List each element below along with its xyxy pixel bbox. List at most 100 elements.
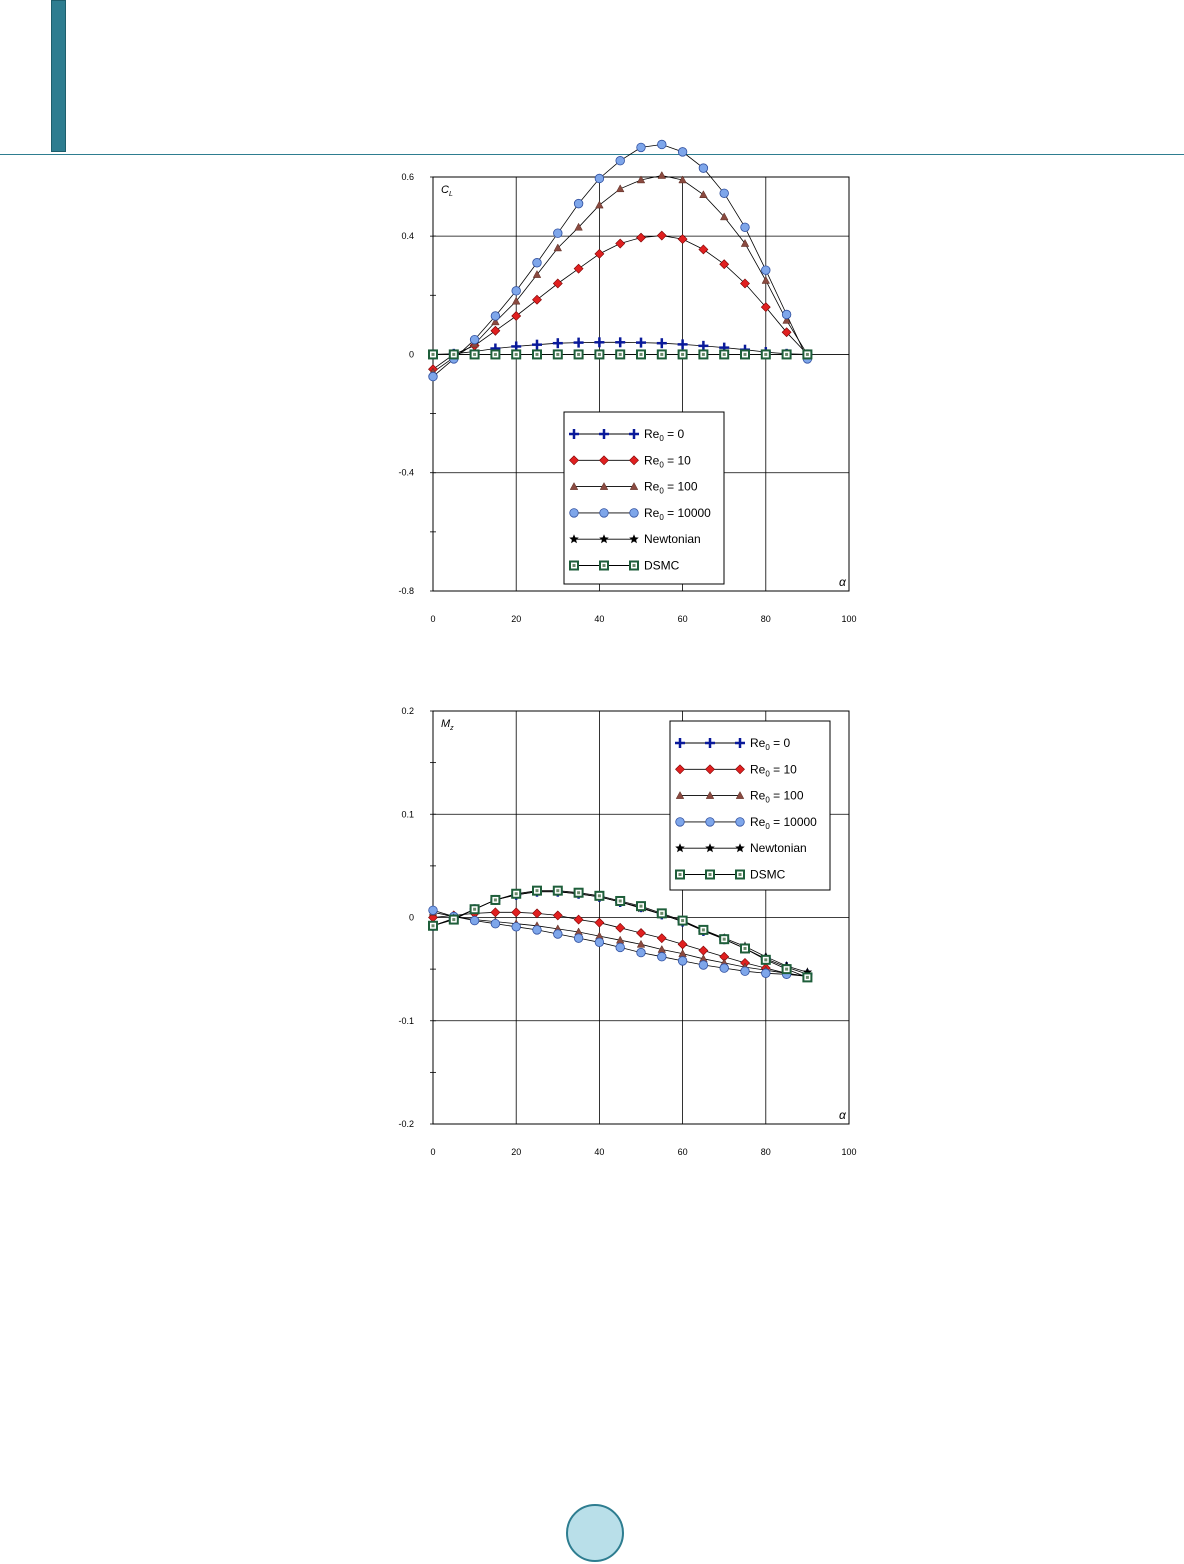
legend-label: Re0 = 10 [644,453,691,469]
data-point-s6 [511,349,522,360]
data-point-s4 [428,905,438,915]
y-tick-label: 0.1 [401,809,414,819]
legend-marker [629,560,639,571]
legend-marker [675,738,685,748]
data-point-s3 [657,170,667,179]
data-point-s1 [552,338,563,349]
data-point-s6 [428,920,438,931]
legend-label: Newtonian [644,532,701,546]
legend: Re0 = 0 Re0 = 10 Re0 = 100 Re0 = 10000 Newto… [563,411,725,585]
data-point-s4 [636,947,646,958]
data-point-s6 [615,895,626,906]
data-point-s4 [428,371,438,382]
data-point-s4 [657,139,667,150]
data-point-s2 [511,311,522,321]
data-point-s2 [573,263,584,274]
data-point-s3 [615,184,625,193]
legend-marker [569,560,579,571]
data-point-s3 [595,200,604,209]
legend-marker [705,738,715,748]
data-point-s6 [781,349,792,360]
x-tick-label: 100 [841,1147,856,1157]
data-point-s1 [532,339,542,350]
y-tick-label: -0.1 [398,1016,414,1026]
data-point-s6 [490,349,501,360]
data-point-s5 [802,967,813,977]
legend-label: Re0 = 10000 [644,506,711,522]
data-point-s6 [636,349,646,360]
data-point-s4 [719,963,729,973]
legend-label: DSMC [750,868,786,882]
data-point-s4 [781,309,792,320]
data-point-s6 [594,349,605,360]
legend-marker [599,429,609,439]
legend-label: Re0 = 10000 [750,815,817,831]
legend-marker [735,843,745,853]
data-point-s2 [656,933,667,944]
x-tick-label: 0 [430,614,435,624]
data-point-s6 [802,972,813,983]
data-point-s4 [594,937,605,947]
data-point-s4 [761,968,771,978]
data-point-s1 [698,340,709,351]
y-tick-label: -0.2 [398,1119,414,1129]
data-point-s6 [552,885,563,896]
data-point-s2 [573,914,584,925]
x-tick-label: 60 [678,614,688,624]
data-point-s4 [490,918,501,929]
data-point-s4 [573,933,584,943]
y-axis-label: Mz [441,718,454,732]
legend-marker [675,764,685,775]
data-point-s6 [740,943,750,954]
legend: Re0 = 0 Re0 = 10 Re0 = 100 Re0 = 10000 Newto… [669,720,831,891]
legend-marker [705,791,715,799]
data-point-s4 [469,334,480,345]
legend-marker [629,429,639,439]
data-point-s3 [782,315,791,324]
data-point-s3 [719,212,729,221]
data-point-s6 [428,349,438,360]
data-point-s3 [636,939,646,948]
data-point-s6 [448,349,459,360]
legend-marker [705,817,715,827]
data-point-s4 [573,198,584,209]
data-point-s6 [760,954,771,965]
data-point-s6 [677,915,688,926]
legend-marker [599,560,609,571]
data-point-s4 [594,173,605,184]
data-point-s3 [553,243,563,252]
data-point-s2 [594,248,605,259]
y-tick-label: -0.4 [398,468,414,478]
legend-label: Re0 = 0 [644,427,684,443]
data-point-s6 [469,349,480,360]
legend-marker [675,791,685,799]
legend-marker [735,817,745,827]
data-point-s4 [657,952,667,962]
data-point-s2 [719,259,730,270]
data-point-s2 [552,278,563,289]
data-point-s1 [594,337,605,348]
header-accent-bar [51,0,66,152]
y-tick-label: -0.8 [398,586,414,596]
legend-marker [675,817,685,827]
data-point-s2 [740,278,750,289]
data-point-s4 [553,228,563,238]
data-point-s2 [781,327,792,338]
data-point-s6 [615,349,626,360]
data-point-s4 [615,942,625,953]
data-point-s1 [615,337,626,348]
page-number-badge [566,1504,624,1562]
data-point-s6 [594,890,605,901]
data-point-s3 [532,270,542,278]
data-point-s6 [802,349,813,360]
data-point-s2 [677,234,688,245]
data-point-s3 [678,175,687,184]
data-point-s6 [656,349,667,360]
x-tick-label: 20 [511,1147,521,1157]
data-point-s6 [677,349,688,360]
data-point-s6 [573,349,584,360]
data-point-s4 [719,188,729,198]
data-point-s2 [552,910,563,921]
